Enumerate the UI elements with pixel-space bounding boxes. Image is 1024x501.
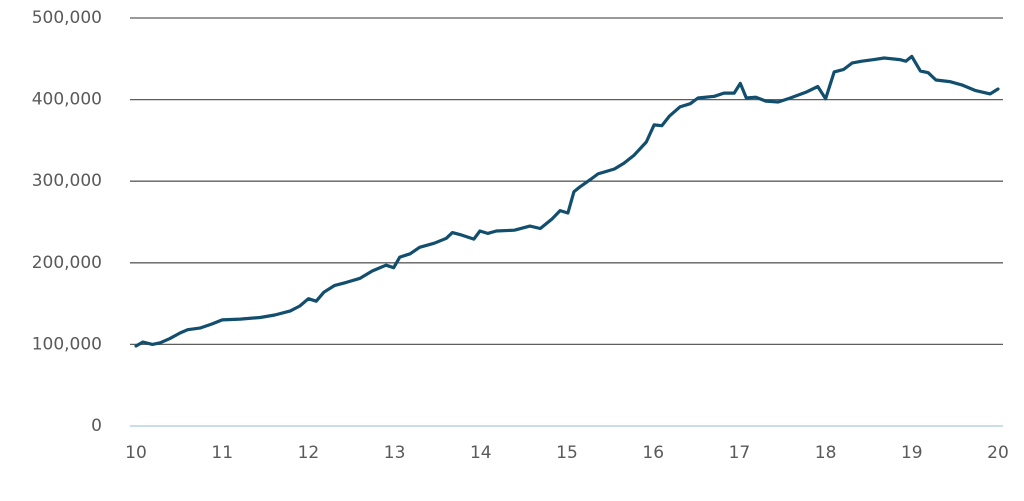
y-tick-label: 500,000 — [32, 8, 102, 28]
x-tick-label: 10 — [125, 443, 147, 463]
x-tick-label: 17 — [729, 443, 751, 463]
y-tick-label: 400,000 — [32, 90, 102, 110]
x-tick-label: 13 — [384, 443, 406, 463]
line — [134, 54, 1000, 348]
y-tick-label: 0 — [91, 416, 102, 436]
x-tick-label: 15 — [556, 443, 578, 463]
y-tick-label: 300,000 — [32, 171, 102, 191]
x-tick-label: 18 — [815, 443, 837, 463]
x-tick-label: 14 — [470, 443, 492, 463]
x-tick-label: 16 — [642, 443, 664, 463]
x-tick-label: 19 — [901, 443, 923, 463]
x-tick-label: 12 — [298, 443, 320, 463]
y-tick-label: 200,000 — [32, 253, 102, 273]
y-tick-label: 100,000 — [32, 334, 102, 354]
x-tick-label: 20 — [987, 443, 1009, 463]
x-tick-label: 11 — [211, 443, 233, 463]
